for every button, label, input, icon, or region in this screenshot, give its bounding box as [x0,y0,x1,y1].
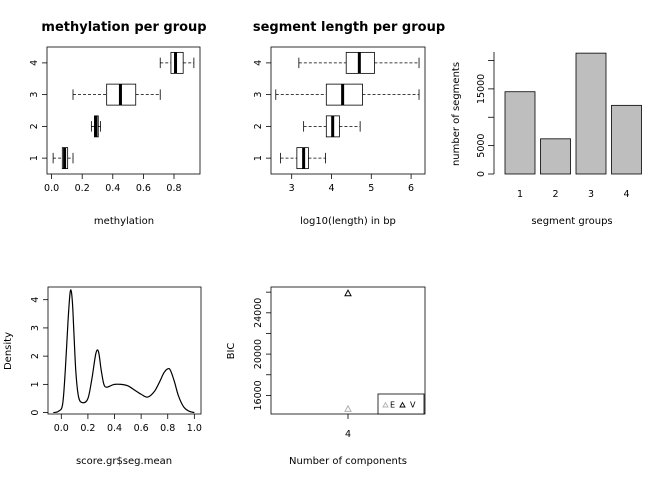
bic-x-tick-label: 4 [345,429,351,440]
bar-4 [611,104,642,175]
legend-v-label: V [410,401,416,410]
density-y-tick-label: 0 [30,410,41,416]
methylation-x-tick-label: 0.4 [105,183,120,194]
segment-length-box-group-2 [303,115,361,138]
segment-length-box-group-4 [298,51,420,74]
segment-length-x-tick-label: 3 [289,183,295,194]
segment-length-box-group-1 [280,147,326,170]
density-x-tick-label: 0.2 [80,423,95,434]
segment-length-x-axis-label: log10(length) in bp [300,216,396,227]
methylation-box-group-3 [72,83,161,106]
segment-length-box [325,83,363,106]
density-x-tick-label: 0.6 [134,423,149,434]
segment-length-x-tick-label: 5 [368,183,374,194]
bar-y-axis-label: number of segments [451,62,462,166]
legend-e-label: E [390,401,395,410]
methylation-y-tick-label: 4 [29,60,40,66]
methylation-y-tick-label: 3 [29,92,40,98]
bar-1 [504,91,536,175]
density-plot-frame [47,286,202,415]
methylation-box-group-4 [159,51,195,74]
density-y-tick-label: 2 [30,353,41,359]
bar-x-axis-label: segment groups [531,216,612,227]
segment-length-y-tick-label: 3 [253,92,264,98]
segment-length-plot-title: segment length per group [253,20,445,35]
bic-y-axis-label: BIC [226,343,237,360]
methylation-box-group-1 [52,147,74,170]
bar-2 [540,138,571,175]
bar-3 [575,52,607,175]
bic-y-tick-label: 16000 [253,380,264,410]
methylation-box-group-2 [90,115,101,138]
segment-length-y-tick-label: 1 [253,155,264,161]
bar-x-tick-label: 4 [623,189,629,200]
bar-y-tick-label: 5000 [476,134,487,158]
segment-length-x-tick-label: 6 [408,183,414,194]
segment-length-plot-frame [270,46,426,175]
segment-length-y-tick-label: 2 [253,123,264,129]
methylation-x-axis-label: methylation [94,216,154,227]
density-y-axis-label: Density [3,332,14,370]
bar-x-tick-label: 2 [552,189,558,200]
density-y-tick-label: 3 [30,325,41,331]
methylation-x-tick-label: 0.0 [44,183,59,194]
methylation-y-tick-label: 1 [29,155,40,161]
segment-length-box-group-3 [275,83,420,106]
bic-x-axis-label: Number of components [289,456,407,467]
density-curve [53,289,195,414]
methylation-x-tick-label: 0.2 [75,183,90,194]
segments-bar-panel: 1 2 3 4 0 5000 15000 segment groups number of… [451,52,642,227]
bar-y-tick-label: 0 [476,171,487,177]
segment-length-boxplot-panel: segment length per group 3 4 5 6 1 2 3 4 log10… [253,20,445,227]
legend-e-triangle-icon [382,401,389,408]
methylation-plot-title: methylation per group [41,20,206,35]
legend-v-triangle-icon [399,401,406,408]
density-y-tick-label: 1 [30,381,41,387]
methylation-x-tick-label: 0.6 [136,183,151,194]
bic-point-v [344,289,352,297]
density-x-tick-label: 0.0 [54,423,69,434]
bic-panel: 4 16000 20000 24000 E V Number of componen… [226,286,426,467]
density-y-tick-label: 4 [30,297,41,303]
bic-y-tick-label: 24000 [253,298,264,328]
methylation-y-tick-label: 2 [29,123,40,129]
methylation-plot-frame [46,46,201,175]
bic-legend: E V [377,393,425,415]
bar-x-tick-label: 3 [588,189,594,200]
bar-x-tick-label: 1 [517,189,523,200]
density-x-tick-label: 0.8 [160,423,175,434]
methylation-boxplot-panel: methylation per group 0.0 0.2 0.4 0.6 0.8 1 2… [29,20,207,227]
segment-length-y-tick-label: 4 [253,60,264,66]
bic-y-tick-label: 20000 [253,339,264,369]
density-panel: 0.0 0.2 0.4 0.6 0.8 1.0 0 1 2 3 4 score.gr$seg.me… [3,286,202,467]
bar-y-tick-label: 15000 [476,74,487,104]
density-x-tick-label: 1.0 [187,423,202,434]
bic-point-e [344,404,352,412]
methylation-x-tick-label: 0.8 [166,183,181,194]
segment-length-x-tick-label: 4 [328,183,334,194]
density-x-axis-label: score.gr$seg.mean [76,456,172,467]
methylation-box [170,51,184,74]
density-x-tick-label: 0.4 [107,423,122,434]
bic-legend-box [377,393,425,415]
